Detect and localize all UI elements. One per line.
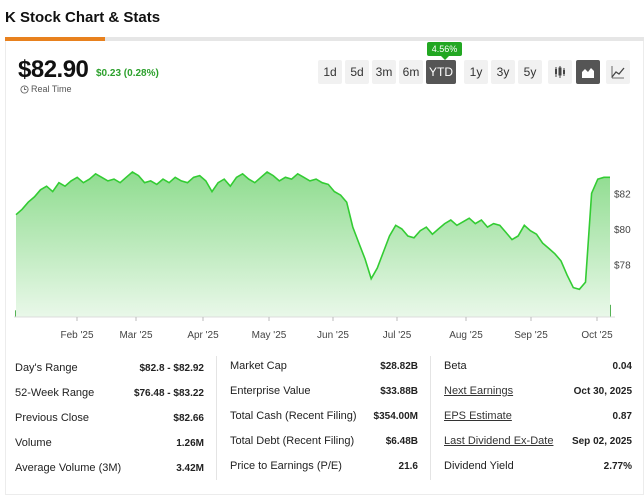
eps-estimate-link[interactable]: EPS Estimate: [444, 410, 512, 422]
stat-label: Market Cap: [230, 360, 287, 372]
range-6m-button[interactable]: 6m: [399, 60, 423, 84]
x-tick-label: May '25: [252, 330, 287, 341]
ytd-change-badge: 4.56%: [427, 42, 462, 56]
stat-previous-close: Previous Close $82.66: [15, 410, 204, 426]
line-chart-button[interactable]: [606, 60, 630, 84]
stat-value: 2.77%: [603, 460, 632, 472]
y-axis-ticks: $82 $80 $78: [614, 189, 631, 271]
x-tick-label: Oct '25: [581, 330, 613, 341]
price-change: $0.23 (0.28%): [96, 68, 159, 79]
stat-value: $354.00M: [373, 410, 418, 422]
candlestick-chart-button[interactable]: [548, 60, 572, 84]
x-tick-label: Jul '25: [383, 330, 412, 341]
area-chart-icon: [582, 68, 594, 78]
stat-value: 0.87: [612, 410, 632, 422]
x-tick-label: Aug '25: [449, 330, 483, 341]
stat-52-week-range: 52-Week Range $76.48 - $83.22: [15, 385, 204, 401]
stat-label: Previous Close: [15, 412, 89, 424]
stat-value: 0.04: [612, 360, 632, 372]
range-5d-button[interactable]: 5d: [345, 60, 369, 84]
stat-beta: Beta 0.04: [444, 358, 632, 374]
stat-label: Price to Earnings (P/E): [230, 460, 342, 472]
range-3m-button[interactable]: 3m: [372, 60, 396, 84]
page-title: K Stock Chart & Stats: [5, 9, 161, 26]
stat-value: 1.26M: [176, 437, 204, 449]
x-axis-ticks: Feb '25 Mar '25 Apr '25 May '25 Jun '25 Jul '…: [60, 317, 613, 341]
y-tick-label: $78: [614, 260, 631, 271]
range-ytd-button[interactable]: YTD: [426, 60, 456, 84]
range-3y-button[interactable]: 3y: [491, 60, 515, 84]
stat-value: $82.8 - $82.92: [139, 362, 205, 374]
stat-value: Sep 02, 2025: [571, 435, 632, 447]
stat-label: Average Volume (3M): [15, 462, 122, 474]
stat-dividend-yield: Dividend Yield 2.77%: [444, 458, 632, 474]
stat-value: $6.48B: [385, 435, 418, 447]
stat-pe-ratio: Price to Earnings (P/E) 21.6: [230, 458, 418, 474]
x-tick-label: Sep '25: [514, 330, 548, 341]
x-tick-label: Feb '25: [60, 330, 93, 341]
range-selector: 1d 5d 3m 6m YTD 1y 3y 5y: [318, 60, 542, 84]
ytd-badge-caret: [441, 56, 449, 60]
stat-value: $33.88B: [380, 385, 418, 397]
stat-label: Total Debt (Recent Filing): [230, 435, 355, 447]
y-tick-label: $82: [614, 189, 631, 200]
stat-label: 52-Week Range: [15, 387, 95, 399]
y-tick-label: $80: [614, 225, 631, 236]
range-1y-button[interactable]: 1y: [464, 60, 488, 84]
price-line: [15, 171, 610, 291]
stat-eps-estimate: EPS Estimate 0.87: [444, 408, 632, 424]
next-earnings-link[interactable]: Next Earnings: [444, 385, 514, 397]
x-tick-label: Apr '25: [187, 330, 219, 341]
stat-label: Total Cash (Recent Filing): [230, 410, 357, 422]
clock-icon: [20, 84, 29, 94]
stat-enterprise-value: Enterprise Value $33.88B: [230, 383, 418, 399]
price-area: [16, 172, 610, 317]
stat-label: Volume: [15, 437, 52, 449]
stat-value: 3.42M: [176, 462, 204, 474]
stat-label: Beta: [444, 360, 467, 372]
stat-total-cash: Total Cash (Recent Filing) $354.00M: [230, 408, 418, 424]
x-tick-label: Mar '25: [119, 330, 152, 341]
stat-average-volume: Average Volume (3M) 3.42M: [15, 460, 204, 476]
title-underline: [5, 37, 644, 41]
candlestick-icon: [555, 66, 565, 78]
stat-value: Oct 30, 2025: [573, 385, 632, 397]
stat-volume: Volume 1.26M: [15, 435, 204, 451]
title-underline-accent: [5, 37, 105, 41]
last-dividend-link[interactable]: Last Dividend Ex-Date: [444, 435, 554, 447]
stat-days-range: Day's Range $82.8 - $82.92: [15, 360, 204, 376]
stat-last-dividend: Last Dividend Ex-Date Sep 02, 2025: [444, 433, 632, 449]
stat-label: Dividend Yield: [444, 460, 514, 472]
current-price: $82.90: [18, 56, 89, 83]
x-tick-label: Jun '25: [317, 330, 349, 341]
stat-market-cap: Market Cap $28.82B: [230, 358, 418, 374]
stat-label: Enterprise Value: [230, 385, 311, 397]
stat-value: $28.82B: [380, 360, 418, 372]
stat-total-debt: Total Debt (Recent Filing) $6.48B: [230, 433, 418, 449]
realtime-label: Real Time: [31, 84, 72, 94]
line-chart-icon: [611, 66, 625, 79]
realtime-indicator: Real Time: [20, 84, 72, 94]
range-1d-button[interactable]: 1d: [318, 60, 342, 84]
stats-divider: [216, 356, 217, 480]
area-chart-button[interactable]: [576, 60, 600, 84]
stat-label: Day's Range: [15, 362, 78, 374]
stat-value: $76.48 - $83.22: [133, 387, 204, 399]
range-5y-button[interactable]: 5y: [518, 60, 542, 84]
stat-value: $82.66: [173, 412, 204, 424]
stat-next-earnings: Next Earnings Oct 30, 2025: [444, 383, 632, 399]
price-chart[interactable]: Feb '25 Mar '25 Apr '25 May '25 Jun '25 Jul '…: [0, 0, 644, 350]
stat-value: 21.6: [398, 460, 418, 472]
stats-divider: [430, 356, 431, 480]
